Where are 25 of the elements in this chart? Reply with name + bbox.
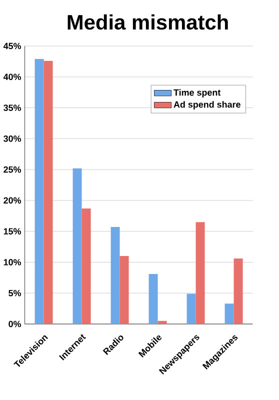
chart-title: Media mismatch xyxy=(68,14,228,30)
bar xyxy=(148,274,158,324)
y-tick-label: 0% xyxy=(8,320,22,328)
bar xyxy=(34,58,44,324)
bar xyxy=(158,320,167,324)
y-tick-label: 10% xyxy=(4,259,22,266)
y-tick-label: 40% xyxy=(4,74,22,80)
bar xyxy=(234,258,243,324)
legend-label: Time spent xyxy=(174,89,221,98)
bar xyxy=(120,256,129,324)
legend-label: Ad spend share xyxy=(174,101,241,110)
y-tick-label: 25% xyxy=(4,166,22,173)
y-tick-label: 35% xyxy=(4,104,22,111)
bar xyxy=(224,304,234,324)
y-tick-label: 30% xyxy=(4,135,22,142)
bar xyxy=(196,222,205,324)
bar xyxy=(110,227,120,324)
bar xyxy=(82,208,91,324)
y-tick-label: 5% xyxy=(8,290,22,296)
bar xyxy=(44,60,53,324)
bar xyxy=(186,294,196,324)
y-tick-label: 20% xyxy=(4,197,22,204)
y-tick-label: 15% xyxy=(4,228,22,234)
y-tick-label: 45% xyxy=(4,42,22,50)
bar xyxy=(72,168,82,324)
